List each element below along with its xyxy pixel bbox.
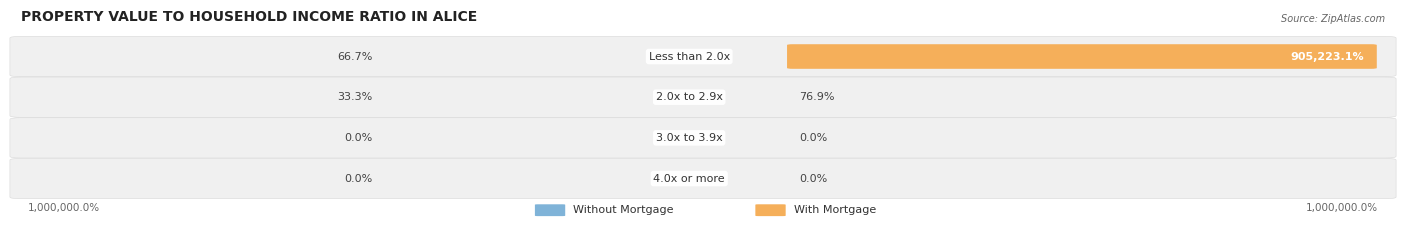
Text: 66.7%: 66.7%	[337, 51, 373, 62]
FancyBboxPatch shape	[534, 204, 565, 216]
Text: 4.0x or more: 4.0x or more	[654, 174, 725, 184]
Text: 0.0%: 0.0%	[800, 174, 828, 184]
FancyBboxPatch shape	[10, 36, 1396, 77]
FancyBboxPatch shape	[787, 44, 1376, 69]
Text: 2.0x to 2.9x: 2.0x to 2.9x	[655, 92, 723, 102]
Text: 3.0x to 3.9x: 3.0x to 3.9x	[655, 133, 723, 143]
Text: 0.0%: 0.0%	[800, 133, 828, 143]
FancyBboxPatch shape	[10, 118, 1396, 158]
Text: 1,000,000.0%: 1,000,000.0%	[1306, 203, 1378, 213]
Text: 0.0%: 0.0%	[344, 174, 373, 184]
FancyBboxPatch shape	[10, 158, 1396, 199]
FancyBboxPatch shape	[10, 77, 1396, 117]
Text: Source: ZipAtlas.com: Source: ZipAtlas.com	[1281, 14, 1385, 24]
FancyBboxPatch shape	[755, 204, 786, 216]
Text: 1,000,000.0%: 1,000,000.0%	[28, 203, 100, 213]
Text: With Mortgage: With Mortgage	[794, 205, 876, 215]
Text: Less than 2.0x: Less than 2.0x	[648, 51, 730, 62]
Text: 0.0%: 0.0%	[344, 133, 373, 143]
Text: Without Mortgage: Without Mortgage	[574, 205, 673, 215]
Text: 33.3%: 33.3%	[337, 92, 373, 102]
Text: PROPERTY VALUE TO HOUSEHOLD INCOME RATIO IN ALICE: PROPERTY VALUE TO HOUSEHOLD INCOME RATIO…	[21, 10, 477, 24]
Text: 76.9%: 76.9%	[800, 92, 835, 102]
Text: 905,223.1%: 905,223.1%	[1291, 51, 1364, 62]
